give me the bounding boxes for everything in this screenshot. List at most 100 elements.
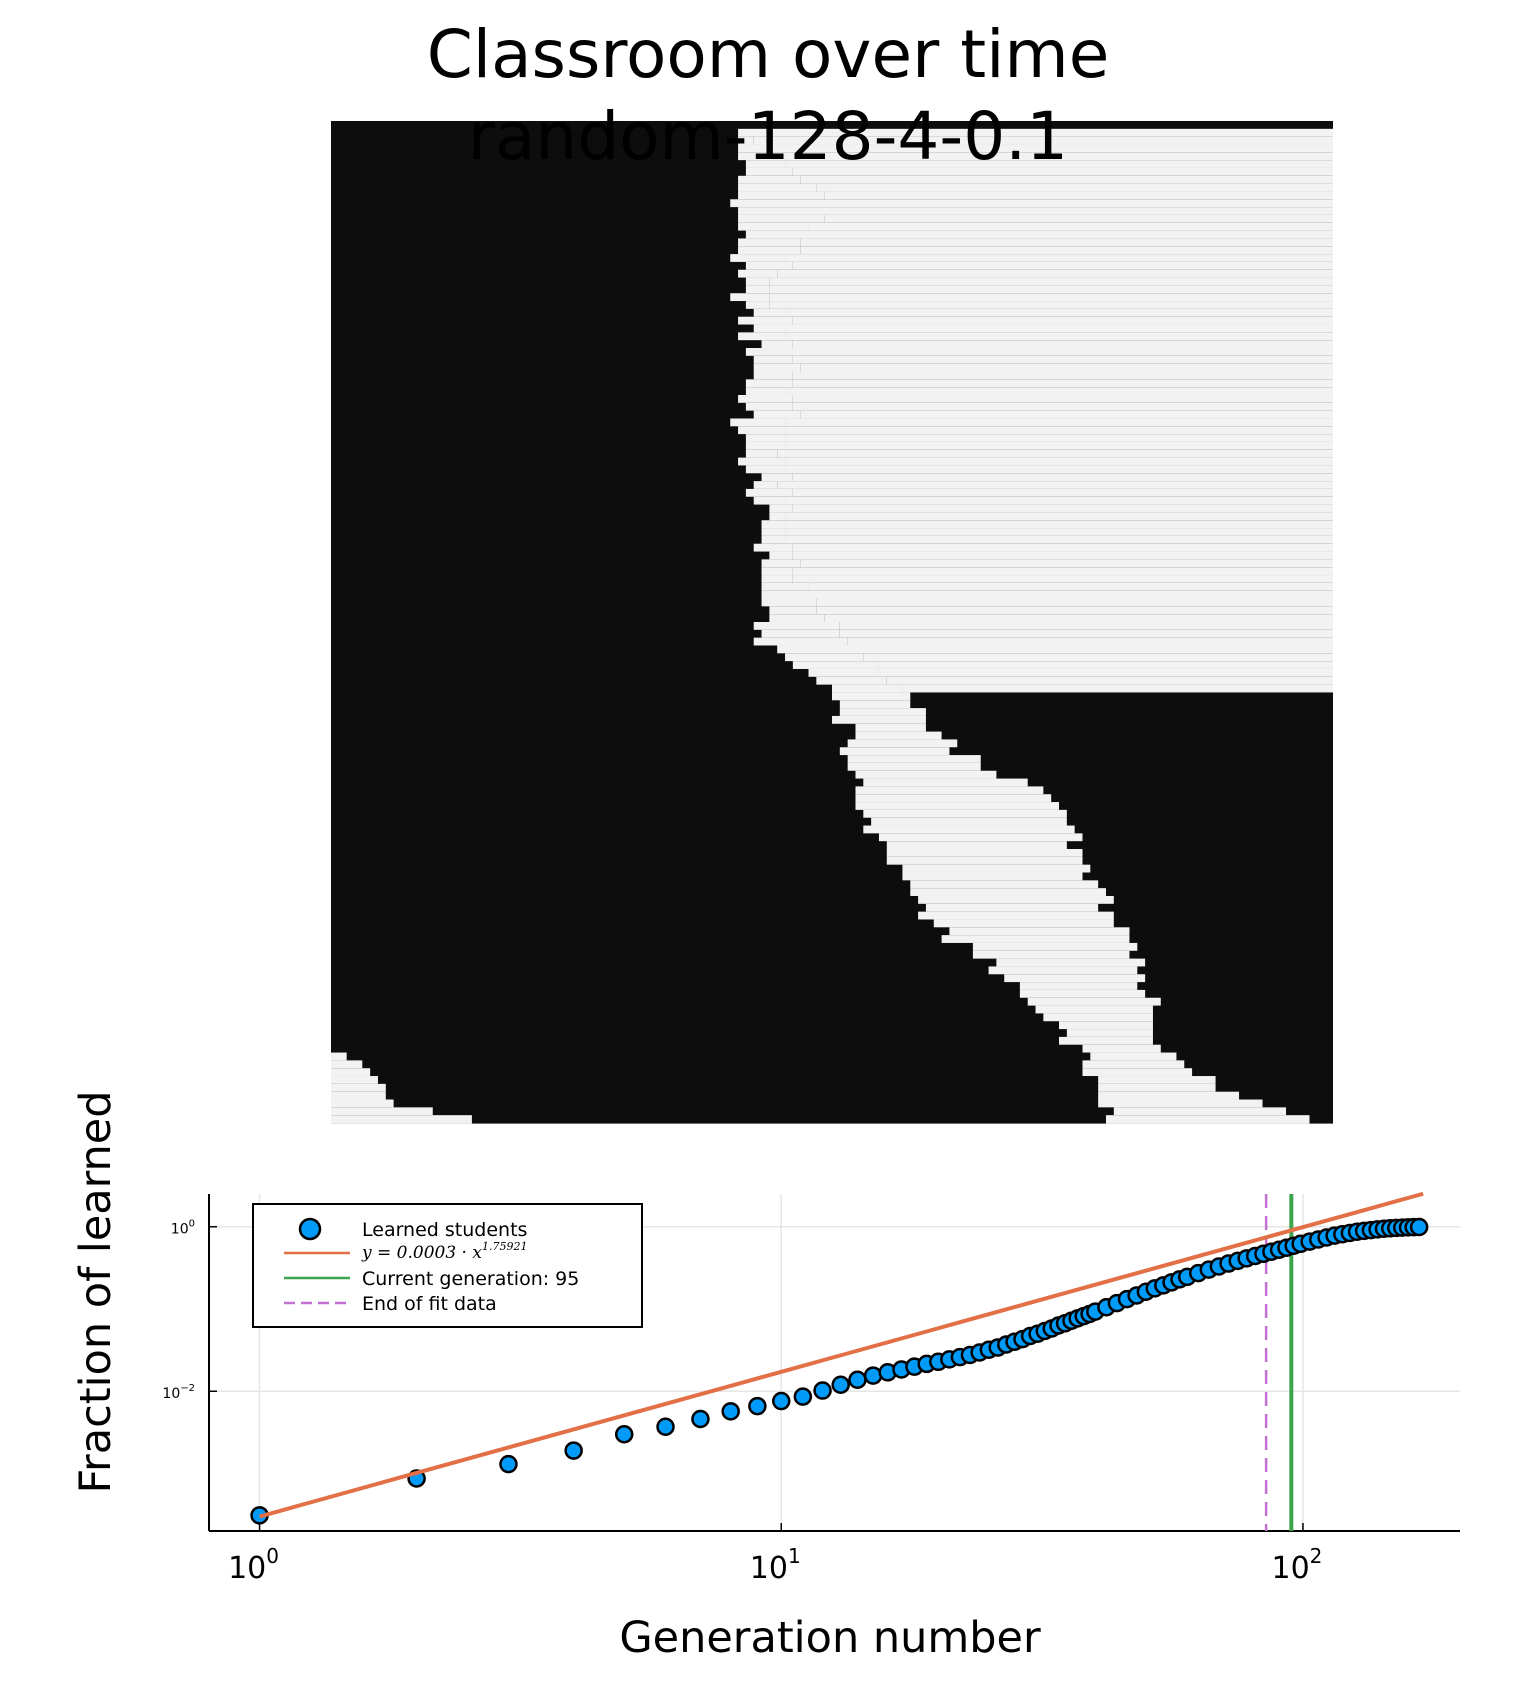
heatmap-row	[331, 974, 1333, 983]
scatter-point	[1409, 1217, 1429, 1237]
heatmap-learned-region	[753, 363, 801, 373]
x-tick-exponent: 2	[1310, 1544, 1323, 1568]
heatmap-learned-region	[863, 778, 1028, 787]
heatmap-learned-region	[1098, 1099, 1263, 1108]
heatmap-learned-region	[925, 903, 1099, 913]
heatmap-learned-region	[745, 277, 770, 286]
heatmap-learned-region	[730, 199, 832, 208]
heatmap-row	[331, 809, 1333, 819]
heatmap-row	[331, 770, 1333, 780]
heatmap-row	[331, 841, 1333, 850]
heatmap-learned-region	[800, 238, 1333, 247]
heatmap-learned-region	[785, 520, 1333, 529]
heatmap-row	[331, 989, 1333, 999]
heatmap-learned-region	[972, 950, 1130, 960]
heatmap-learned-region	[785, 512, 1333, 521]
heatmap-row	[331, 1068, 1333, 1077]
heatmap-row	[331, 708, 1333, 717]
x-tick-base: 10	[228, 1551, 266, 1586]
heatmap-row	[331, 1021, 1333, 1030]
heatmap-learned-region	[769, 301, 1333, 310]
heatmap-row	[331, 1099, 1333, 1108]
heatmap-learned-region	[800, 363, 1333, 373]
heatmap-row	[331, 1091, 1333, 1101]
heatmap-learned-region	[785, 418, 1333, 427]
heatmap-learned-region	[863, 825, 1075, 834]
heatmap-learned-region	[902, 684, 1333, 694]
heatmap-learned-region	[785, 653, 864, 662]
heatmap-learned-region	[738, 426, 786, 435]
scatter-point	[831, 1375, 850, 1394]
heatmap-learned-region	[785, 528, 1333, 537]
figure-title-line1: Classroom over time	[426, 16, 1110, 93]
legend-fit-prefix: y = 0.0003 · x	[361, 1243, 482, 1263]
heatmap-learned-region	[910, 880, 1099, 889]
heatmap-row	[331, 864, 1333, 874]
heatmap-learned-region	[792, 543, 1333, 553]
heatmap-learned-region	[1113, 1107, 1287, 1116]
heatmap-learned-region	[785, 457, 1333, 467]
heatmap-learned-region	[816, 183, 1333, 193]
heatmap-learned-region	[745, 285, 770, 294]
heatmap-learned-region	[910, 888, 1106, 897]
heatmap-row	[331, 817, 1333, 827]
y-axis-label: Fraction of learned	[71, 1090, 121, 1493]
heatmap-learned-region	[808, 582, 1333, 592]
scatter-point	[499, 1454, 518, 1474]
heatmap-learned-region	[792, 551, 1333, 560]
heatmap-learned-region	[769, 614, 825, 623]
heatmap-learned-region	[855, 802, 1060, 811]
heatmap-learned-region	[745, 387, 786, 396]
heatmap-row	[331, 950, 1333, 960]
heatmap-learned-region	[941, 935, 1130, 944]
heatmap-row	[331, 1083, 1333, 1093]
scatter-point	[614, 1425, 634, 1444]
heatmap-learned-region	[769, 504, 793, 514]
plot-series	[250, 1191, 1429, 1531]
heatmap-row	[331, 1036, 1333, 1046]
heatmap-learned-region	[886, 841, 1067, 850]
heatmap-learned-region	[753, 622, 840, 631]
heatmap-learned-region	[808, 230, 1333, 240]
heatmap-learned-region	[331, 1115, 472, 1124]
heatmap-learned-region	[738, 214, 825, 224]
heatmap-learned-region	[331, 1068, 371, 1077]
heatmap-learned-region	[808, 668, 879, 678]
heatmap-learned-region	[933, 919, 1114, 928]
heatmap-learned-region	[785, 332, 1333, 341]
heatmap-learned-region	[886, 849, 1083, 858]
heatmap-row	[331, 911, 1333, 921]
heatmap-learned-region	[816, 676, 887, 686]
heatmap-learned-region	[753, 355, 793, 365]
heatmap-learned-region	[847, 637, 1333, 647]
heatmap-row	[331, 833, 1333, 842]
heatmap-learned-region	[800, 410, 1333, 420]
heatmap-row	[331, 723, 1333, 733]
heatmap-learned-region	[753, 308, 786, 318]
x-tick-exponent: 0	[266, 1544, 279, 1568]
heatmap-learned-region	[761, 528, 786, 537]
heatmap-learned-region	[761, 340, 793, 349]
heatmap-learned-region	[878, 833, 1083, 842]
heatmap-learned-region	[331, 1052, 347, 1061]
heatmap-row	[331, 895, 1333, 905]
heatmap-learned-region	[785, 160, 1333, 169]
heatmap-learned-region	[792, 167, 1333, 177]
heatmap-learned-region	[824, 191, 1333, 200]
heatmap-learned-region	[745, 465, 786, 474]
heatmap-learned-region	[738, 222, 809, 232]
heatmap-learned-region	[816, 606, 1333, 615]
heatmap-learned-region	[792, 340, 1333, 349]
scatter-point	[748, 1396, 767, 1416]
heatmap-learned-region	[738, 183, 817, 193]
legend-fit-exponent: 1.75921	[482, 1240, 528, 1253]
heatmap-row	[331, 982, 1333, 991]
heatmap-learned-region	[769, 285, 1333, 294]
heatmap-learned-region	[738, 128, 1333, 138]
heatmap-learned-region	[792, 661, 879, 670]
heatmap-learned-region	[1043, 1013, 1153, 1022]
heatmap-learned-region	[769, 551, 793, 560]
heatmap-row	[331, 966, 1333, 975]
heatmap-learned-region	[847, 739, 958, 748]
